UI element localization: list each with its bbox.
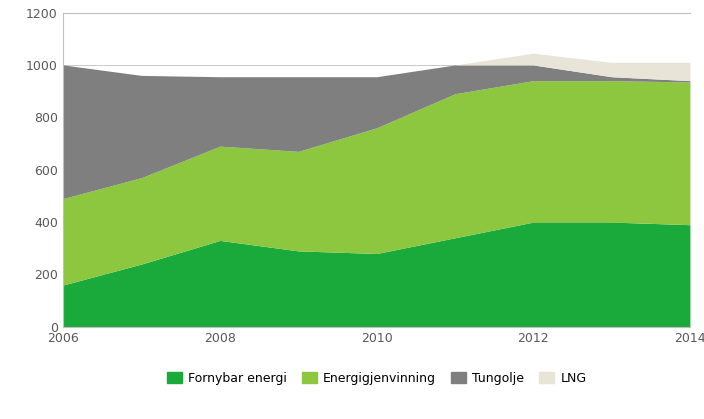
Legend: Fornybar energi, Energigjenvinning, Tungolje, LNG: Fornybar energi, Energigjenvinning, Tung…	[162, 367, 591, 390]
